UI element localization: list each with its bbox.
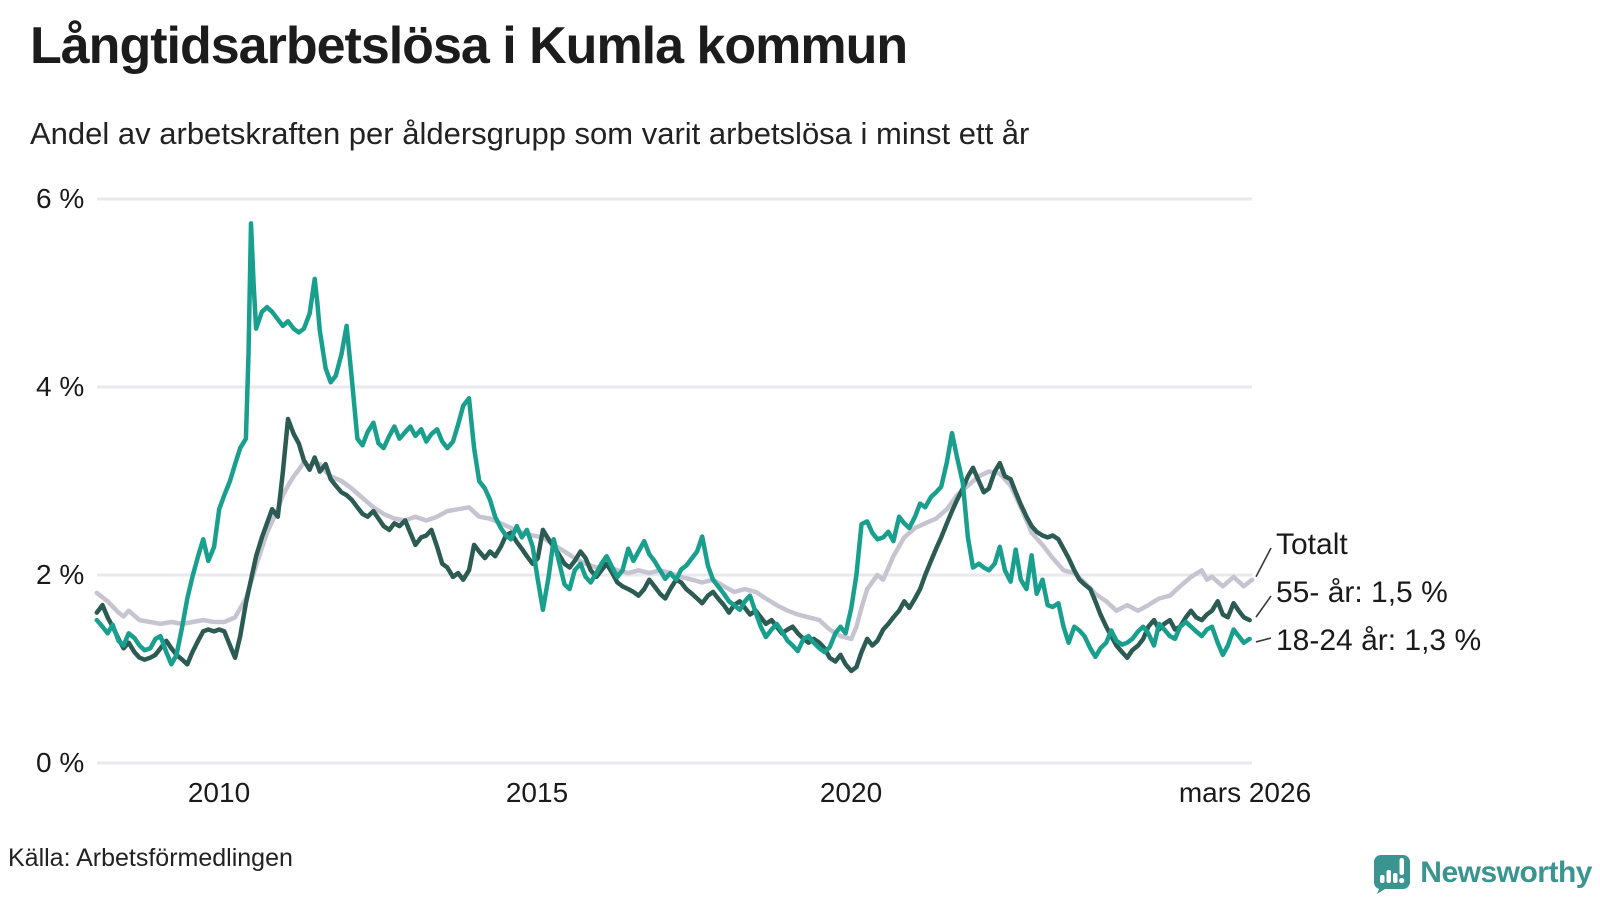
newsworthy-logo-icon [1374,855,1411,894]
legend-label-18-24: 18-24 år: 1,3 % [1276,624,1482,657]
legend-connector [1255,595,1272,618]
gridlines [97,197,1252,765]
legend-label-totalt: Totalt [1276,528,1348,561]
source-note: Källa: Arbetsförmedlingen [8,844,293,872]
series-lines [94,221,1255,674]
x-tick-2015: 2015 [505,777,569,808]
x-tick-mars-2026: mars 2026 [1178,777,1312,808]
series-line-18-24år [94,221,1252,667]
y-tick-4: 4 % [36,371,85,402]
series-line-Totalt [94,459,1255,642]
legend-connector [1255,637,1272,643]
newsworthy-branding[interactable]: Newsworthy [1370,852,1592,894]
series-line-55-år [94,416,1252,674]
legend-label-55: 55- år: 1,5 % [1276,576,1448,609]
page-title: Långtidsarbetslösa i Kumla kommun [30,17,908,75]
y-tick-0: 0 % [36,747,85,778]
y-tick-2: 2 % [36,559,85,590]
y-tick-6: 6 % [36,183,85,214]
page-subtitle: Andel av arbetskraften per åldersgrupp s… [30,116,1030,151]
legend-connector [1255,547,1272,578]
legend-connector-lines [1255,547,1272,643]
x-tick-2020: 2020 [819,777,883,808]
newsworthy-wordmark: Newsworthy [1420,856,1592,889]
x-tick-2010: 2010 [187,777,251,808]
